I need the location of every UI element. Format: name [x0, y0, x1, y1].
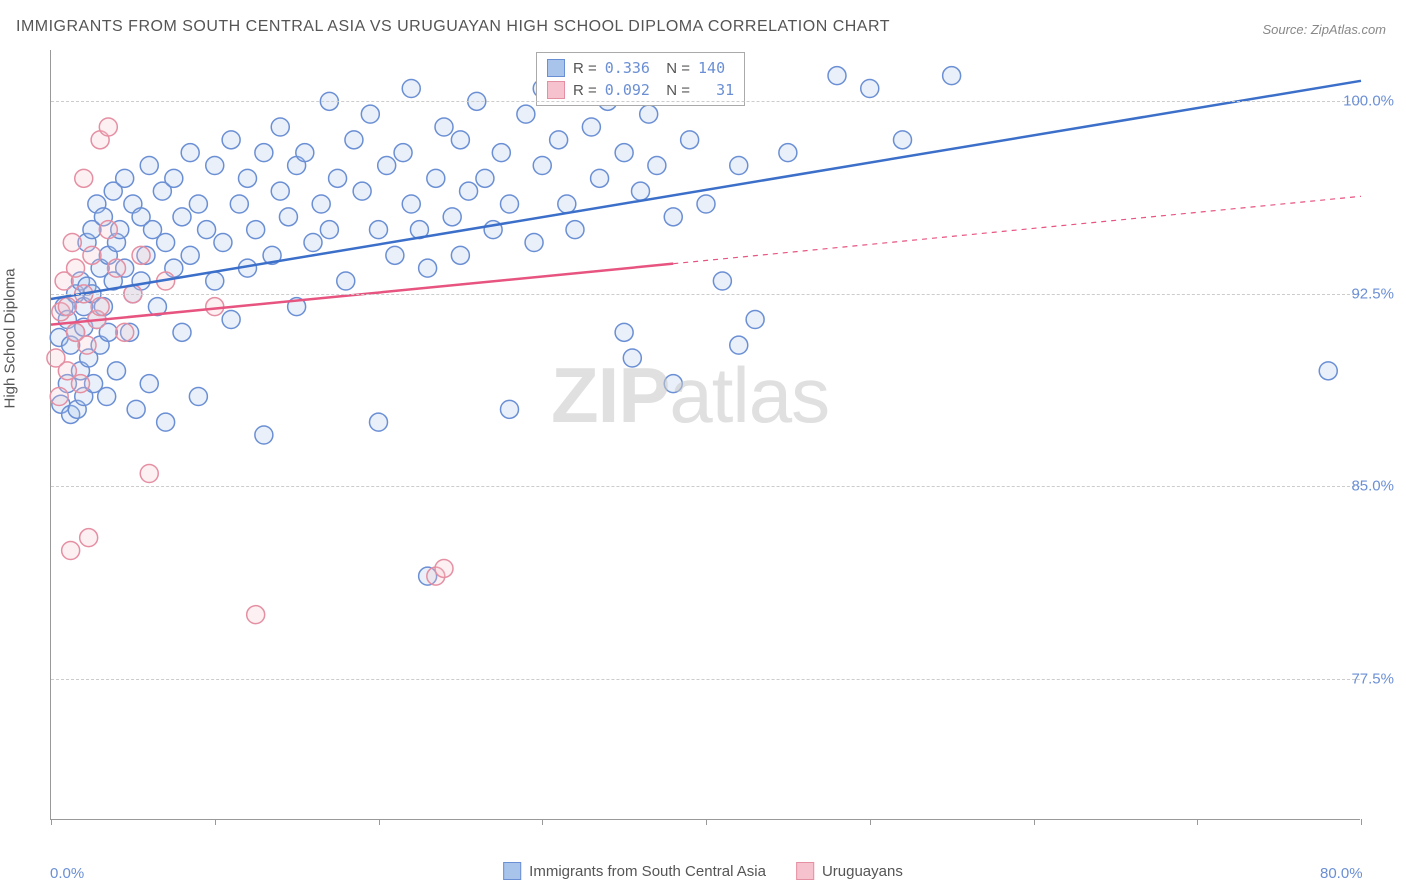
legend-item-2: Uruguayans	[796, 862, 903, 880]
legend-stats-row-2: R = 0.092 N = 31	[547, 79, 734, 101]
legend-swatch-pink	[547, 81, 565, 99]
legend-stats: R = 0.336 N = 140 R = 0.092 N = 31	[536, 52, 745, 106]
y-axis-label: High School Diploma	[2, 268, 19, 408]
chart-title: IMMIGRANTS FROM SOUTH CENTRAL ASIA VS UR…	[16, 18, 890, 36]
legend-label-2: Uruguayans	[822, 863, 903, 880]
legend-label-1: Immigrants from South Central Asia	[529, 863, 766, 880]
legend-swatch-blue	[547, 59, 565, 77]
legend-bottom: Immigrants from South Central Asia Urugu…	[503, 862, 903, 880]
legend-stats-row-1: R = 0.336 N = 140	[547, 57, 734, 79]
scatter-svg	[51, 50, 1360, 819]
legend-swatch-2	[796, 862, 814, 880]
legend-swatch-1	[503, 862, 521, 880]
chart-plot-area: ZIPatlas R = 0.336 N = 140 R = 0.092 N =…	[50, 50, 1360, 820]
legend-item-1: Immigrants from South Central Asia	[503, 862, 766, 880]
source-attribution: Source: ZipAtlas.com	[1262, 22, 1386, 37]
